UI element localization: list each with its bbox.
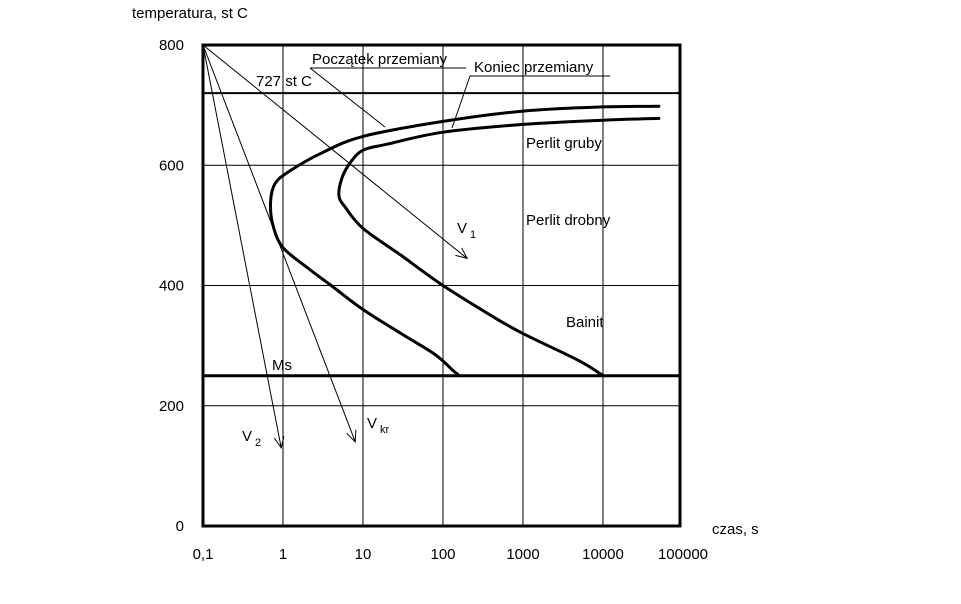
arrowhead-v1 [455,247,469,260]
cooling-curves [202,44,469,450]
tick-labels: 0,1 1 10 100 1000 10000 100000 0 200 400 600 800 [159,37,708,563]
end-label-leader [451,75,471,129]
arrowhead-v2 [273,435,285,450]
y-tick-label: 0 [176,518,184,535]
x-tick-label: 1000 [506,546,539,563]
label-start-transformation: Początek przemiany [312,51,448,68]
region-perlit-gruby: Perlit gruby [526,135,602,152]
label-end-transformation: Koniec przemiany [474,59,594,76]
curve-end-transformation [337,116,661,378]
y-tick-label: 800 [159,37,184,54]
cooling-curve-v1 [202,44,468,259]
x-tick-label: 1 [279,546,287,563]
y-axis-title: temperatura, st C [132,5,248,22]
ms-label: Ms [272,357,292,374]
region-bainit: Bainit [566,314,604,331]
arrowhead-vkr [346,429,357,443]
x-axis-title: czas, s [712,521,759,538]
start-label-leader [309,67,386,128]
region-perlit-drobny: Perlit drobny [526,212,611,229]
cooling-curve-vkr [202,44,356,443]
x-tick-label: 0,1 [193,546,214,563]
x-tick-label: 10 [355,546,372,563]
transformation-curves [269,104,661,378]
cooling-curve-v2 [202,44,282,448]
plot-frame [201,43,682,528]
curve-start-transformation [269,104,661,378]
y-tick-label: 600 [159,157,184,174]
x-tick-label: 100000 [658,546,708,563]
a1-temperature-label: 727 st C [256,73,312,90]
y-tick-label: 400 [159,278,184,295]
x-tick-label: 100 [430,546,455,563]
y-tick-label: 200 [159,398,184,415]
x-tick-label: 10000 [582,546,624,563]
